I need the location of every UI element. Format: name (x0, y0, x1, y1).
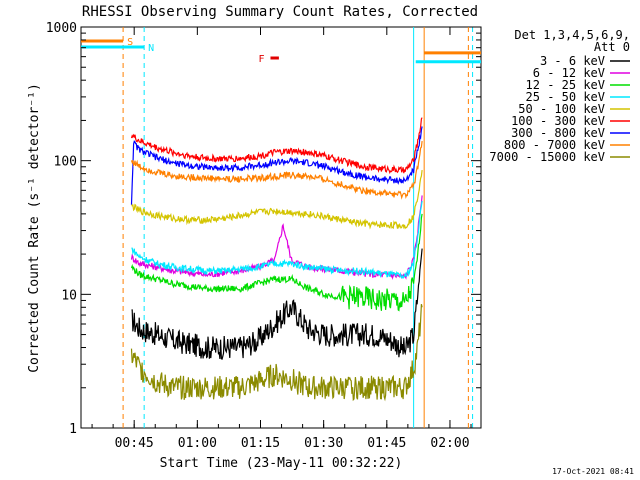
x-tick-label-4: 01:45 (367, 436, 406, 451)
x-axis-ticks: 00:45 01:00 01:15 01:30 01:45 02:00 (91, 27, 472, 451)
annotation-label-N: N (148, 43, 154, 54)
series-line-0 (131, 248, 423, 360)
x-tick-label-0: 00:45 (115, 436, 154, 451)
series-line-8 (130, 303, 423, 402)
series-lines (130, 117, 423, 402)
y-tick-label-3: 1000 (46, 21, 77, 36)
legend-header-line1: Det 1,3,4,5,6,9, (514, 28, 630, 42)
legend-label-1: 6 - 12 keV (533, 66, 605, 80)
y-axis-label: Corrected Count Rate (s⁻¹ detector⁻¹) (27, 83, 42, 373)
legend-label-0: 3 - 6 keV (540, 54, 605, 68)
y-axis-ticks: 1 10 100 1000 (46, 21, 481, 437)
annotation-label-F: F (258, 54, 264, 65)
y-tick-label-2: 100 (54, 155, 77, 170)
x-tick-label-5: 02:00 (430, 436, 469, 451)
legend-label-7: 800 - 7000 keV (504, 138, 605, 152)
series-line-5 (130, 117, 423, 175)
annotation-label-S: S (127, 37, 133, 48)
footer-timestamp: 17-Oct-2021 08:41 (552, 467, 634, 476)
series-line-4 (130, 170, 423, 230)
series-line-7 (130, 141, 423, 200)
y-tick-label-0: 1 (69, 422, 77, 437)
legend-header-line2: Att 0 (594, 40, 630, 54)
chart-title: RHESSI Observing Summary Count Rates, Co… (82, 4, 478, 20)
mode-lines (122, 27, 474, 428)
legend-label-4: 50 - 100 keV (518, 102, 605, 116)
x-axis-label: Start Time (23-May-11 00:32:22) (160, 456, 403, 471)
legend-label-6: 300 - 800 keV (511, 126, 605, 140)
series-line-2 (130, 213, 423, 312)
x-tick-label-3: 01:30 (304, 436, 343, 451)
series-line-6 (130, 126, 423, 205)
legend-label-5: 100 - 300 keV (511, 114, 605, 128)
y-tick-label-1: 10 (61, 288, 77, 303)
legend-label-8: 7000 - 15000 keV (489, 150, 605, 164)
plot-area: S N F 00:45 01:00 01:15 01:30 01:45 02:00 1 10 10… (46, 21, 482, 451)
x-tick-label-2: 01:15 (241, 436, 280, 451)
series-line-3 (131, 200, 423, 280)
annotation-bars: S N F (81, 37, 481, 65)
legend-label-2: 12 - 25 keV (526, 78, 605, 92)
x-tick-label-1: 01:00 (178, 436, 217, 451)
legend-label-3: 25 - 50 keV (526, 90, 605, 104)
plot-frame (80, 26, 482, 429)
